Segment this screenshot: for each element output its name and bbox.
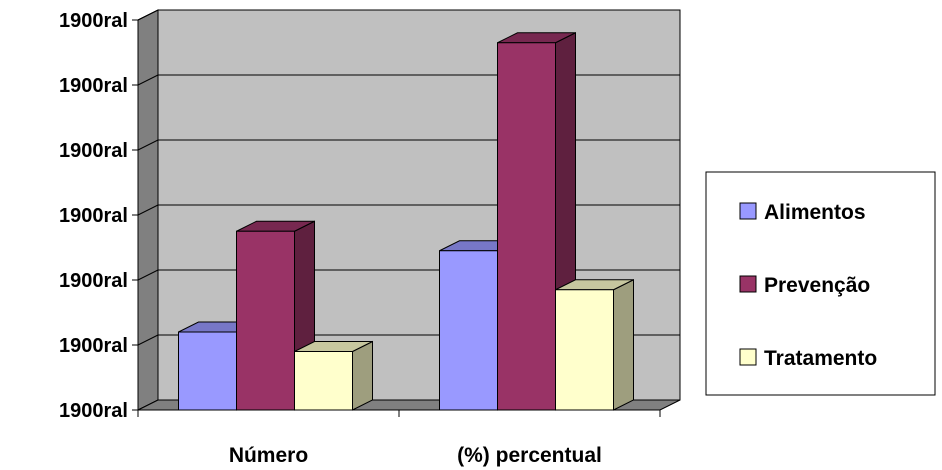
- legend-swatch-tratamento: [739, 348, 757, 366]
- gridline-side: [137, 269, 159, 281]
- gridline-side: [137, 74, 159, 86]
- bar-front-face: [178, 331, 237, 411]
- y-tick-label: 1900ral: [59, 75, 128, 97]
- gridline-side: [137, 204, 159, 216]
- x-axis-ticks: Número (%) percentual: [137, 410, 661, 467]
- bar-side-face: [352, 340, 373, 411]
- bar-side-face: [613, 278, 634, 411]
- bar-tratamento-1: [555, 278, 634, 411]
- legend-label-prevencao: Prevenção: [764, 274, 870, 297]
- gridline-side: [137, 9, 159, 21]
- y-axis-ticks: 1900ral 1900ral 1900ral 1900ral 1900ral 1900r…: [59, 10, 139, 422]
- legend: Alimentos Prevenção Tratamento: [705, 171, 936, 396]
- gridline-side: [137, 139, 159, 151]
- legend-label-tratamento: Tratamento: [764, 347, 877, 370]
- bar-front-face: [236, 230, 295, 411]
- bar-front-face: [555, 289, 614, 411]
- y-tick-label: 1900ral: [59, 270, 128, 292]
- y-tick-label: 1900ral: [59, 205, 128, 227]
- x-tick-label: Número: [229, 444, 308, 467]
- bar-front-face: [294, 351, 353, 411]
- y-tick-label: 1900ral: [59, 400, 128, 422]
- x-tick-label: (%) percentual: [457, 444, 602, 467]
- bar-front-face: [497, 42, 556, 411]
- y-tick-label: 1900ral: [59, 10, 128, 32]
- legend-swatch-prevencao: [739, 275, 757, 293]
- y-tick-label: 1900ral: [59, 140, 128, 162]
- y-tick-label: 1900ral: [59, 335, 128, 357]
- gridline-side: [137, 334, 159, 346]
- legend-label-alimentos: Alimentos: [764, 201, 866, 224]
- bars: [178, 31, 634, 411]
- legend-swatch-alimentos: [739, 202, 757, 220]
- bar-tratamento-0: [294, 340, 373, 411]
- bar-front-face: [439, 250, 498, 411]
